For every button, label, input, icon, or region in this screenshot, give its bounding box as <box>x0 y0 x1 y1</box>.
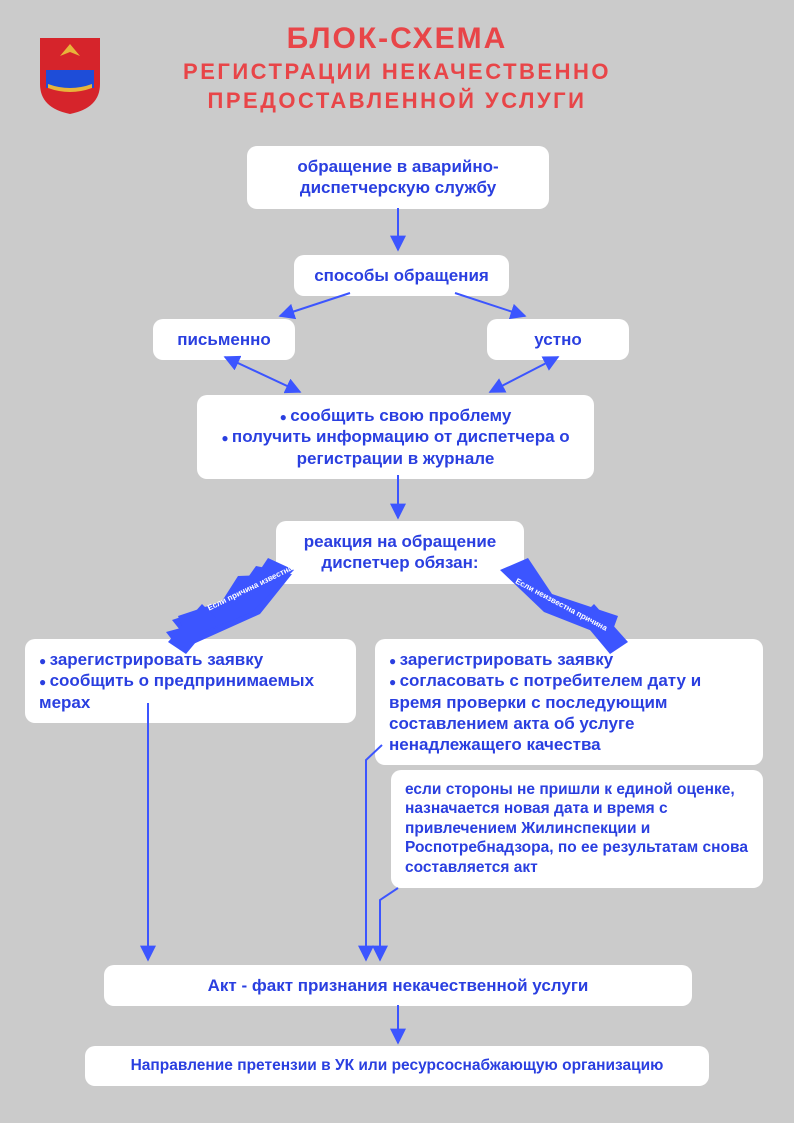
arrow-label-known: Если причина известна <box>206 564 294 613</box>
coat-of-arms-icon <box>38 36 102 114</box>
node-claim: Направление претензии в УК или ресурсосн… <box>85 1046 709 1086</box>
node-written: письменно <box>153 319 295 360</box>
node-no-agreement: если стороны не пришли к единой оценке, … <box>391 770 763 888</box>
node-contact-service: обращение в аварийно-диспетчерскую служб… <box>247 146 549 209</box>
node-known-cause: зарегистрировать заявкусообщить о предпр… <box>25 639 356 723</box>
page-subtitle: РЕГИСТРАЦИИ НЕКАЧЕСТВЕННО ПРЕДОСТАВЛЕННО… <box>0 58 794 115</box>
node-oral: устно <box>487 319 629 360</box>
arrow-label-unknown: Если неизвестна причина <box>514 577 609 633</box>
page-title: БЛОК-СХЕМА <box>0 22 794 56</box>
node-report-problem: сообщить свою проблемуполучить информаци… <box>197 395 594 479</box>
node-dispatcher-must: реакция на обращениедиспетчер обязан: <box>276 521 524 584</box>
header: БЛОК-СХЕМА РЕГИСТРАЦИИ НЕКАЧЕСТВЕННО ПРЕ… <box>0 0 794 115</box>
node-unknown-cause: зарегистрировать заявкусогласовать с пот… <box>375 639 763 765</box>
node-act: Акт - факт признания некачественной услу… <box>104 965 692 1006</box>
node-contact-methods: способы обращения <box>294 255 509 296</box>
